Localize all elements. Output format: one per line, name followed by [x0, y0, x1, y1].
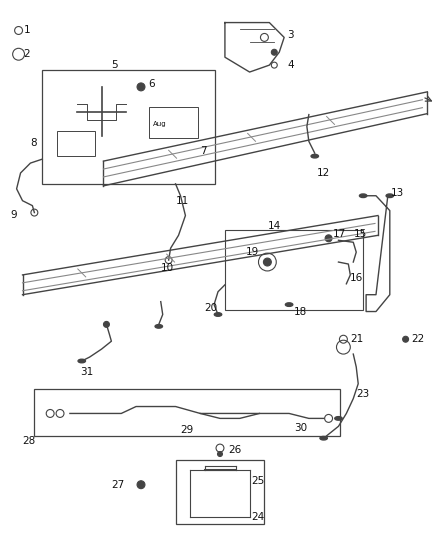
- Text: 12: 12: [317, 168, 330, 178]
- Ellipse shape: [335, 417, 342, 420]
- Circle shape: [137, 83, 145, 91]
- Text: 27: 27: [111, 480, 125, 490]
- Ellipse shape: [386, 194, 393, 198]
- Text: 5: 5: [111, 60, 118, 70]
- Text: 11: 11: [176, 196, 189, 206]
- Circle shape: [218, 451, 223, 456]
- Text: 31: 31: [80, 367, 93, 377]
- Text: 21: 21: [350, 334, 364, 344]
- Bar: [225, 230, 363, 310]
- Ellipse shape: [155, 325, 162, 328]
- Text: 15: 15: [354, 229, 367, 239]
- Text: 28: 28: [22, 436, 36, 446]
- Text: 16: 16: [350, 273, 363, 283]
- Text: 30: 30: [294, 423, 307, 433]
- Bar: [42, 70, 215, 184]
- Bar: [57, 132, 95, 156]
- Text: 3: 3: [287, 30, 294, 41]
- Ellipse shape: [360, 194, 367, 198]
- Text: 7: 7: [200, 146, 207, 156]
- Ellipse shape: [286, 303, 293, 306]
- Text: Aug: Aug: [153, 120, 166, 126]
- Ellipse shape: [311, 155, 318, 158]
- Text: 26: 26: [228, 445, 241, 455]
- Text: 24: 24: [251, 512, 265, 522]
- Text: 10: 10: [161, 263, 174, 273]
- Text: 8: 8: [30, 138, 37, 148]
- Text: 4: 4: [287, 60, 294, 70]
- Text: 17: 17: [332, 229, 346, 239]
- Text: 1: 1: [24, 26, 30, 36]
- Text: 19: 19: [246, 247, 259, 257]
- Text: 20: 20: [204, 303, 217, 312]
- Ellipse shape: [78, 359, 85, 363]
- Text: 29: 29: [180, 425, 194, 435]
- Text: 22: 22: [412, 334, 425, 344]
- Circle shape: [137, 481, 145, 489]
- Text: 6: 6: [148, 79, 155, 89]
- Ellipse shape: [320, 437, 327, 440]
- Bar: [176, 460, 265, 524]
- Bar: [149, 107, 198, 139]
- Ellipse shape: [214, 313, 222, 316]
- Text: 9: 9: [11, 209, 18, 220]
- Text: 25: 25: [251, 476, 265, 486]
- Circle shape: [403, 336, 409, 342]
- Text: 18: 18: [294, 306, 307, 317]
- Circle shape: [271, 49, 277, 55]
- Text: 14: 14: [267, 221, 281, 231]
- Circle shape: [103, 321, 110, 327]
- Text: 13: 13: [391, 188, 404, 198]
- Text: 2: 2: [24, 49, 30, 59]
- Bar: [34, 389, 340, 436]
- Circle shape: [263, 258, 271, 266]
- Text: 23: 23: [356, 389, 370, 399]
- Circle shape: [325, 235, 332, 242]
